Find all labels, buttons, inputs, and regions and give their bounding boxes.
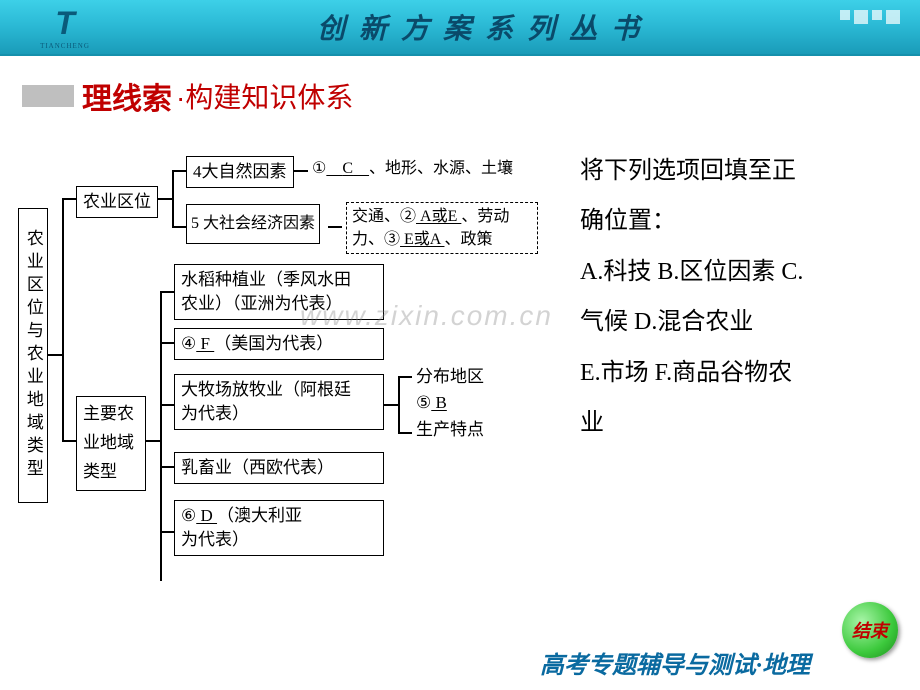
section-bar	[22, 85, 74, 107]
t4: 乳畜业（西欧代表）	[181, 458, 334, 477]
rp3: A.科技 B.区位因素 C.	[580, 247, 900, 297]
branch1-label: 农业区位	[83, 192, 151, 211]
type3-box: 大牧场放牧业（阿根廷 为代表）	[174, 374, 384, 430]
child2-detail-box: 交通、② A或E 、劳动 力、③ E或A 、政策	[346, 202, 538, 254]
diagram-root: 农业区位与农业地域类型	[18, 208, 48, 503]
branch1-child1: 4大自然因素	[186, 156, 294, 188]
header-title: 创新方案系列丛书	[110, 7, 920, 47]
answer-d: D	[196, 506, 217, 525]
t5s: （澳大利亚	[217, 506, 302, 525]
t3l1: 大牧场放牧业（阿根廷	[181, 380, 351, 399]
root-label: 农业区位与农业地域类型	[21, 229, 45, 482]
circ1: ①	[312, 160, 326, 177]
right-panel: 将下列选项回填至正 确位置： A.科技 B.区位因素 C. 气候 D.混合农业 …	[580, 146, 900, 448]
rp1: 将下列选项回填至正	[580, 146, 900, 196]
rp2: 确位置：	[580, 196, 900, 246]
rb2p: ⑤	[416, 393, 431, 412]
header: T TIANCHENG 创新方案系列丛书	[0, 0, 920, 56]
type1-box: 水稻种植业（季风水田 农业）（亚洲为代表）	[174, 264, 384, 320]
section-sub: ·构建知识体系	[176, 76, 353, 116]
right-detail: 分布地区 ⑤ B 生产特点	[416, 364, 484, 443]
b2l1: 主要农	[83, 404, 134, 423]
header-decoration	[840, 10, 900, 24]
child1-suffix: 、地形、水源、土壤	[369, 160, 513, 177]
branch2-box: 主要农 业地域 类型	[76, 396, 146, 491]
b2l3: 类型	[83, 462, 117, 481]
rb3: 生产特点	[416, 420, 484, 439]
answer-f: F	[196, 334, 214, 353]
rp6: 业	[580, 398, 900, 448]
t2p: ④	[181, 334, 196, 353]
answer-c: C	[326, 160, 369, 177]
child1-detail: ① C 、地形、水源、土壤	[312, 158, 513, 180]
answer-b: B	[431, 393, 447, 412]
t5p: ⑥	[181, 506, 196, 525]
child1-label: 4大自然因素	[193, 162, 287, 181]
b2l2: 业地域	[83, 433, 134, 452]
type5-box: ⑥ D （澳大利亚 为代表）	[174, 500, 384, 556]
t1l2: 农业）（亚洲为代表）	[181, 294, 343, 313]
child2-label: 5 大社会经济因素	[191, 215, 315, 232]
t3l2: 为代表）	[181, 404, 249, 423]
branch1-box: 农业区位	[76, 186, 158, 218]
content: 农业区位与农业地域类型 农业区位 4大自然因素 ① C 、地形、水源、土壤 5 …	[18, 146, 920, 448]
answer-ea: E或A	[400, 231, 444, 248]
end-badge[interactable]: 结束	[842, 602, 898, 658]
t5l2: 为代表）	[181, 530, 249, 549]
answer-ae: A或E	[416, 208, 461, 225]
rp4: 气候 D.混合农业	[580, 297, 900, 347]
t1l1: 水稻种植业（季风水田	[181, 270, 351, 289]
type4-box: 乳畜业（西欧代表）	[174, 452, 384, 484]
section-title: 理线索 ·构建知识体系	[22, 74, 920, 118]
type2-box: ④ F （美国为代表）	[174, 328, 384, 360]
t2s: （美国为代表）	[214, 334, 333, 353]
rp5: E.市场 F.商品谷物农	[580, 348, 900, 398]
diagram: 农业区位与农业地域类型 农业区位 4大自然因素 ① C 、地形、水源、土壤 5 …	[18, 146, 568, 448]
logo: T TIANCHENG	[20, 3, 110, 51]
section-main: 理线索	[82, 74, 172, 118]
branch1-child2: 5 大社会经济因素	[186, 204, 320, 244]
footer: 高考专题辅导与测试·地理	[0, 645, 920, 680]
logo-letter: T	[55, 5, 75, 42]
logo-subtext: TIANCHENG	[40, 42, 90, 50]
rb1: 分布地区	[416, 367, 484, 386]
